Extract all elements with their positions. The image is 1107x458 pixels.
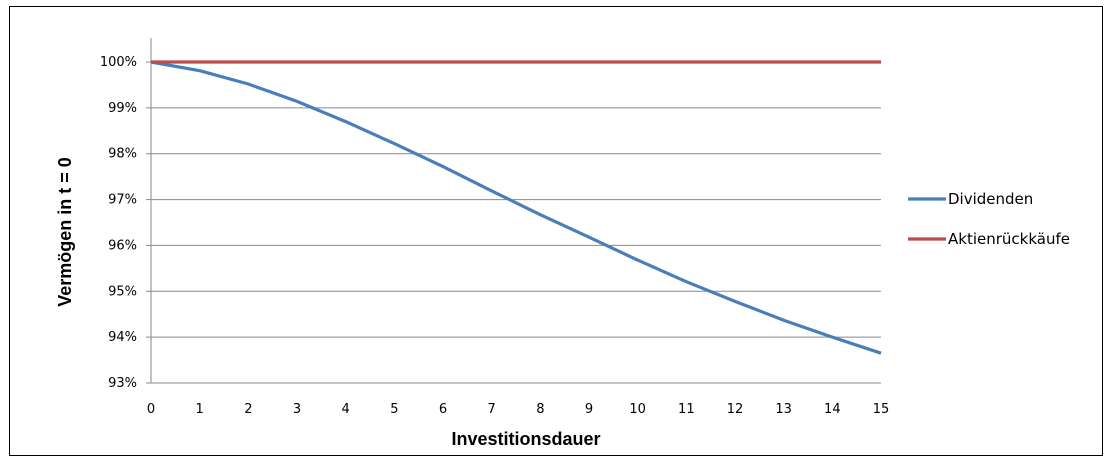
y-tick-label: 97% <box>108 193 137 208</box>
y-tick-label: 99% <box>108 101 137 116</box>
y-axis-title: Vermögen in t = 0 <box>55 157 75 307</box>
series-lines <box>150 60 882 355</box>
legend-label: Dividenden <box>948 190 1033 208</box>
x-tick-label: 15 <box>873 402 890 417</box>
x-tick-label: 11 <box>678 402 695 417</box>
y-tick-labels: 93% 94% 95% 96% 97% 98% 99% 100% <box>100 55 137 391</box>
x-tick-label: 6 <box>439 402 447 417</box>
x-tick-label: 0 <box>147 402 155 417</box>
y-tick-label: 94% <box>108 330 137 345</box>
x-tick-label: 2 <box>244 402 252 417</box>
y-tick-label: 96% <box>108 238 137 253</box>
y-tick-label: 95% <box>108 284 137 299</box>
x-tick-label: 3 <box>293 402 301 417</box>
series-line-dividenden <box>150 60 882 355</box>
legend-label: Aktienrückkäufe <box>948 230 1070 248</box>
x-tick-label: 13 <box>775 402 792 417</box>
x-tick-label: 7 <box>488 402 496 417</box>
x-tick-label: 9 <box>585 402 593 417</box>
legend: Dividenden Aktienrückkäufe <box>908 190 1070 248</box>
x-tick-label: 1 <box>196 402 204 417</box>
x-tick-label: 4 <box>342 402 350 417</box>
x-tick-label: 5 <box>390 402 398 417</box>
gridlines <box>151 61 881 338</box>
y-tick-label: 100% <box>100 55 137 70</box>
chart-frame <box>9 6 1103 456</box>
x-axis-title: Investitionsdauer <box>451 429 600 449</box>
x-tick-label: 14 <box>824 402 841 417</box>
y-tick-label: 93% <box>108 376 137 391</box>
x-tick-label: 12 <box>727 402 744 417</box>
x-tick-label: 8 <box>536 402 544 417</box>
x-tick-labels: 0 1 2 3 4 5 6 7 8 9 10 11 12 13 14 15 <box>147 402 889 417</box>
axes <box>146 38 881 384</box>
y-tick-label: 98% <box>108 147 137 162</box>
x-tick-label: 10 <box>629 402 646 417</box>
